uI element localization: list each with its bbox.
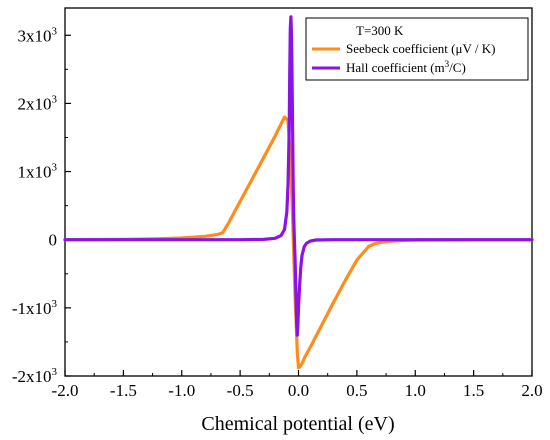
legend-label-hall-suffix: /C) [449, 60, 466, 75]
legend-title: T=300 K [356, 23, 404, 38]
x-tick-label: 2.0 [521, 381, 542, 400]
y-tick-label: 2x103 [18, 93, 58, 113]
seebeck-curve [63, 115, 534, 370]
x-tick-label: 0.0 [288, 381, 309, 400]
legend-label-hall-sup: 3 [445, 59, 450, 69]
x-tick-label: 1.0 [405, 381, 426, 400]
y-tick-label: -2x103 [12, 366, 58, 386]
x-tick-label: 1.5 [463, 381, 484, 400]
y-tick-label: 0 [49, 231, 58, 250]
hall-curve [63, 15, 534, 337]
legend-label-hall: Hall coefficient (m3/C) [346, 59, 466, 75]
x-axis-label: Chemical potential (eV) [201, 413, 394, 435]
x-tick-label: -1.0 [168, 381, 195, 400]
ticks-layer: -2.0 -1.5 -1.0 -0.5 0.0 0.5 1.0 1.5 2.0 -2x103 -1x… [12, 25, 543, 400]
x-tick-label: -1.5 [110, 381, 137, 400]
legend: T=300 K Seebeck coefficient (μV / K) Hal… [305, 17, 529, 81]
legend-label-hall-text: Hall coefficient (m [346, 60, 445, 75]
series-layer [63, 15, 534, 370]
x-tick-label: 0.5 [346, 381, 367, 400]
y-tick-label: -1x103 [12, 298, 58, 318]
legend-label-seebeck: Seebeck coefficient (μV / K) [346, 41, 495, 56]
x-tick-label: -0.5 [227, 381, 254, 400]
legend-label-seebeck-text: Seebeck coefficient (μV / K) [346, 41, 495, 56]
y-tick-label: 1x103 [18, 162, 58, 182]
x-tick-label: -2.0 [52, 381, 79, 400]
y-tick-label: 3x103 [18, 25, 58, 45]
legend-box [305, 17, 529, 81]
